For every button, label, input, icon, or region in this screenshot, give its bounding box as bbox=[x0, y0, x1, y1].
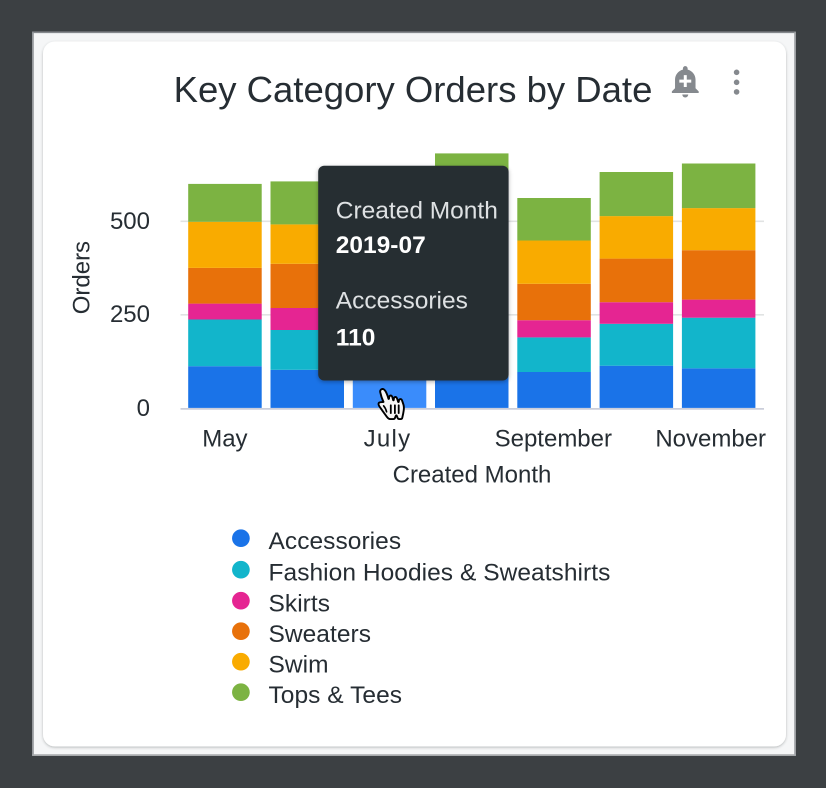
svg-text:Orders: Orders bbox=[69, 241, 96, 314]
svg-text:May: May bbox=[202, 425, 247, 452]
svg-text:Key Category Orders by Date: Key Category Orders by Date bbox=[174, 69, 653, 110]
svg-text:Sweaters: Sweaters bbox=[269, 621, 372, 648]
svg-text:Accessories: Accessories bbox=[336, 288, 468, 315]
svg-text:500: 500 bbox=[110, 208, 150, 235]
svg-text:Created Month: Created Month bbox=[336, 197, 498, 224]
svg-text:Fashion Hoodies & Sweatshirts: Fashion Hoodies & Sweatshirts bbox=[269, 560, 611, 587]
svg-text:Skirts: Skirts bbox=[269, 591, 331, 618]
svg-text:Swim: Swim bbox=[269, 652, 329, 679]
svg-text:July: July bbox=[364, 425, 411, 452]
svg-text:Accessories: Accessories bbox=[269, 528, 402, 555]
svg-text:0: 0 bbox=[137, 395, 150, 422]
svg-text:September: September bbox=[495, 425, 612, 452]
svg-text:Tops & Tees: Tops & Tees bbox=[269, 682, 403, 709]
svg-text:250: 250 bbox=[110, 301, 150, 328]
svg-text:110: 110 bbox=[336, 325, 376, 352]
svg-text:2019-07: 2019-07 bbox=[336, 232, 426, 259]
svg-text:Created Month: Created Month bbox=[393, 461, 552, 488]
svg-text:November: November bbox=[655, 425, 766, 452]
